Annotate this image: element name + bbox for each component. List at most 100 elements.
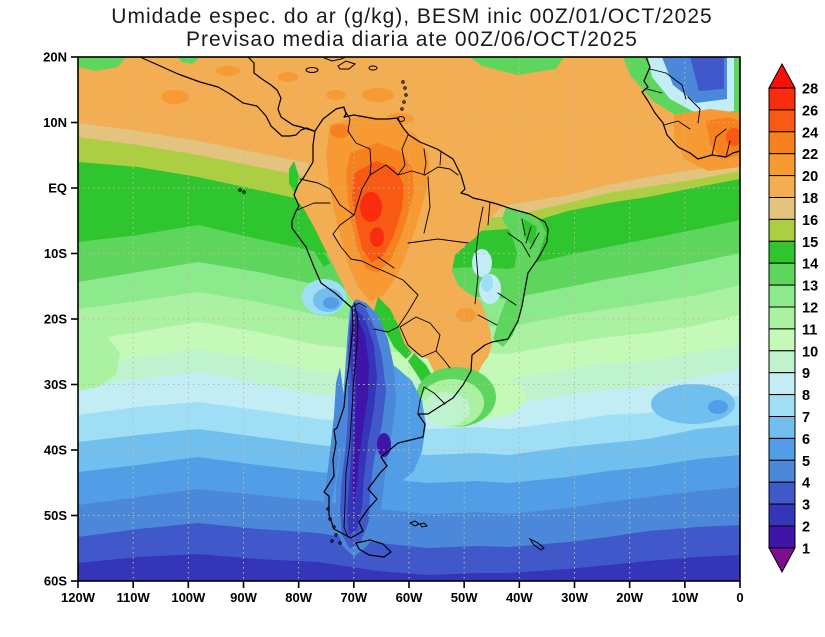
island-fjord-1 (332, 525, 336, 529)
gridlines (78, 57, 740, 581)
colorbar-label: 1 (802, 541, 810, 557)
lon-tick-label: 110W (117, 590, 151, 605)
island-fjord-4 (334, 533, 338, 537)
coast-west-africa (641, 56, 741, 160)
colorbar-cell (768, 437, 796, 461)
plot-area: 20N 10N EQ 10S 20S 30S 40S 50S 60S 120W 110W 100W 9… (43, 50, 743, 606)
africa-border-2 (646, 88, 663, 94)
green-patch-topleft (78, 57, 126, 71)
green-patch-40w (470, 57, 564, 75)
spot-20-centam-2 (278, 72, 298, 82)
country-borders (296, 68, 731, 538)
lon-tick-label: 20W (616, 590, 643, 605)
colorbar-arrow-top (768, 62, 796, 89)
core-22-africa (706, 117, 740, 159)
border-guy-sur (423, 148, 427, 176)
colorbar-label: 8 (802, 388, 810, 404)
africa-border-5 (711, 128, 727, 156)
andes-strip-core-1 (352, 315, 369, 503)
lat-tick-label: 10S (44, 246, 67, 261)
island-fjord-2 (328, 517, 332, 521)
colorbar-label: 24 (802, 125, 818, 141)
longitude-axis: 120W 110W 100W 90W 80W 70W 60W 50W 40W 30W 20W 10W 0 (61, 581, 744, 605)
tocantins-dry-core (481, 274, 493, 292)
island-fjord-5 (338, 541, 342, 545)
colorbar-label: 6 (802, 432, 810, 448)
island-trinidad (397, 116, 405, 122)
colorbar-cell (768, 153, 796, 177)
state-line-4 (407, 238, 469, 244)
colorbar-cell (768, 503, 796, 527)
westedge-pale-bulge (78, 325, 120, 391)
lat-tick-label: 60S (44, 574, 67, 589)
colorbar-label: 3 (802, 498, 810, 514)
state-line-11 (477, 314, 498, 326)
colorbar-label: 15 (802, 235, 818, 251)
core-26-amazon-2 (370, 227, 384, 247)
lon-tick-label: 120W (61, 590, 96, 605)
island-tierra-del-fuego (355, 539, 392, 558)
page-subtitle: Previsao media diaria ate 00Z/06/OCT/202… (186, 28, 638, 51)
colorbar-label: 18 (802, 191, 818, 207)
colorbar-cell (768, 306, 796, 330)
africa-border-6 (725, 140, 731, 158)
state-line-2 (487, 201, 491, 226)
colorbar-cell (768, 262, 796, 286)
state-line-7 (521, 218, 526, 236)
sahara-dry-core (690, 57, 724, 91)
lon-tick-label: 60W (396, 590, 423, 605)
colorbar-label: 20 (802, 169, 818, 185)
island-falklands-2 (419, 522, 429, 528)
border-col-peru (329, 188, 355, 216)
uruguay-mint-core (422, 392, 470, 426)
island-south-georgia (528, 537, 545, 551)
green-patch-top-small (178, 57, 200, 64)
lat-tick-label: 30S (44, 377, 67, 392)
island-antilles-5 (400, 107, 404, 111)
colorbar-label: 9 (802, 366, 810, 382)
lon-tick-label: 100W (171, 590, 206, 605)
border-bol-bra (350, 258, 419, 296)
colorbar-label: 16 (802, 213, 818, 229)
colorbar-label: 14 (802, 257, 818, 273)
latitude-axis: 20N 10N EQ 10S 20S 30S 40S 50S 60S (43, 50, 78, 589)
state-line-6 (507, 232, 531, 258)
lat-tick-label: 10N (43, 115, 67, 130)
lat-tick-label: 40S (44, 443, 67, 458)
colorbar-cell (768, 394, 796, 418)
state-line-8 (525, 226, 532, 244)
border-paraguay (399, 316, 441, 358)
seatlantic-blue-pocket (651, 384, 735, 424)
colorbar-label: 26 (802, 103, 818, 119)
colorbar-cell (768, 416, 796, 439)
island-fjord-6 (330, 539, 334, 543)
border-col-ven (343, 108, 372, 176)
colorbar-label: 7 (802, 410, 810, 426)
island-fjord-3 (326, 507, 330, 511)
colorbar-label: 4 (802, 476, 810, 492)
island-cuba-tip (321, 56, 347, 62)
island-antilles-4 (402, 100, 406, 104)
colorbar-cell (768, 284, 796, 308)
border-uruguay (417, 386, 446, 414)
lat-tick-label: 50S (44, 508, 67, 523)
lon-tick-label: 90W (230, 590, 257, 605)
colorbar-cell (768, 218, 796, 242)
island-jamaica (305, 67, 319, 73)
border-peru-bra (332, 214, 355, 260)
lon-tick-label: 0 (736, 590, 743, 605)
island-galapagos-2 (242, 190, 246, 194)
colorbar-label: 2 (802, 520, 810, 536)
lon-tick-label: 40W (506, 590, 533, 605)
band-2-3 (78, 554, 740, 581)
bolivia-green-band (374, 297, 412, 359)
colorbar: 28 26 24 22 20 18 16 15 14 13 12 11 10 9 8 7 6 5 4 3 2 1 (768, 62, 818, 573)
colorbar-cell (768, 328, 796, 352)
island-puerto-rico (368, 65, 378, 71)
colorbar-cell (768, 459, 796, 483)
colorbar-label: 28 (802, 82, 818, 98)
state-line-3 (423, 176, 431, 234)
island-falklands-1 (408, 520, 420, 527)
coastlines (139, 56, 741, 558)
peru-coast-green (292, 200, 330, 267)
